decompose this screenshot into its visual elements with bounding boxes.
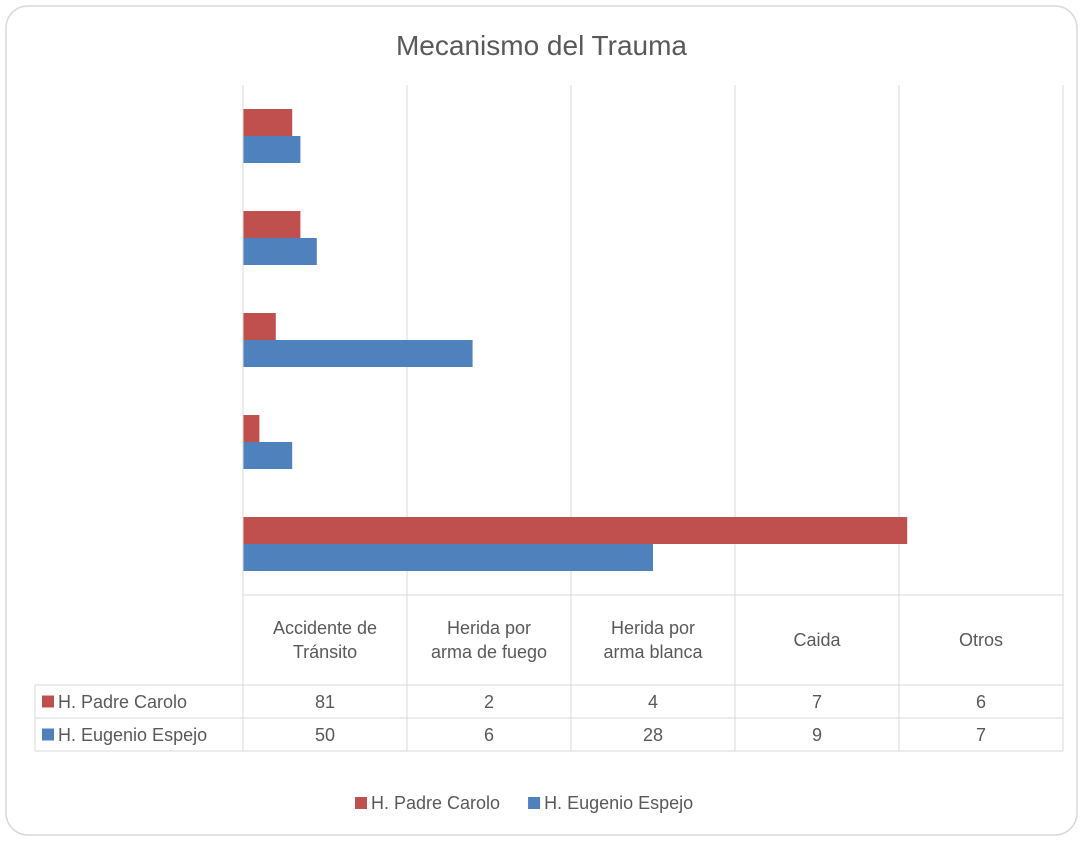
category-label: Otros: [958, 630, 1003, 650]
table-value: 7: [811, 691, 822, 712]
table-value: 50: [314, 724, 336, 745]
category-label: Herida por arma blanca: [603, 618, 703, 662]
bar: [243, 313, 276, 340]
bar: [243, 136, 301, 163]
table-value: 6: [483, 724, 494, 745]
legend-key: [355, 797, 367, 809]
bar: [243, 211, 301, 238]
bar: [243, 415, 260, 442]
series-name: H. Padre Carolo: [58, 691, 188, 712]
legend-label: H. Eugenio Espejo: [544, 793, 694, 813]
category-label: Herida por arma de fuego: [430, 618, 548, 662]
table-value: 6: [975, 691, 986, 712]
legend-label: H. Padre Carolo: [371, 793, 501, 813]
table-value: 7: [975, 724, 986, 745]
table-value: 81: [314, 691, 336, 712]
bar: [243, 544, 653, 571]
table-value: 9: [811, 724, 822, 745]
bar: [243, 517, 908, 544]
category-label: Caida: [793, 630, 841, 650]
bar: [243, 238, 317, 265]
bar: [243, 442, 293, 469]
chart-title: Mecanismo del Trauma: [395, 30, 687, 61]
bar: [243, 109, 293, 136]
table-value: 2: [483, 691, 494, 712]
bar: [243, 340, 473, 367]
table-value: 4: [647, 691, 658, 712]
series-name: H. Eugenio Espejo: [58, 724, 208, 745]
legend-key: [42, 695, 54, 708]
legend-key: [528, 797, 541, 809]
table-value: 28: [642, 724, 664, 745]
category-label: Accidente de Tránsito: [272, 618, 378, 662]
legend-key: [42, 728, 54, 741]
